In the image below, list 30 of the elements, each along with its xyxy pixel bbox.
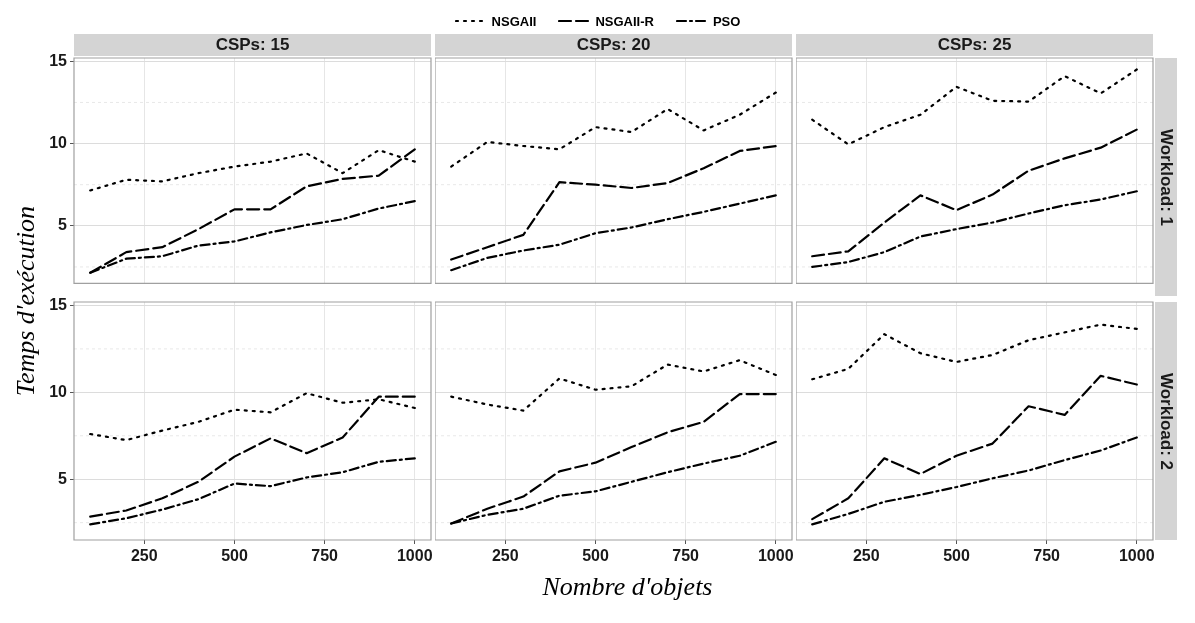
x-tick-label: 250	[852, 547, 880, 565]
chart-title: CSPs: 15	[215, 35, 290, 54]
legend-label: NSGAII	[491, 13, 537, 29]
x-tick-label: 500	[943, 547, 970, 565]
x-tick-label: 750	[1033, 547, 1061, 565]
x-tick-label: 250	[130, 547, 158, 565]
x-tick-label: 500	[582, 547, 609, 565]
y-tick-label: 5	[58, 469, 68, 487]
line-series	[89, 395, 416, 518]
x-tick-label: 1000	[757, 547, 794, 565]
y-tick-label: 5	[58, 216, 68, 234]
y-tick-label: 10	[49, 133, 68, 151]
chart-title: CSPs: 25	[937, 35, 1012, 54]
x-tick-label: 500	[221, 547, 248, 565]
x-tick-label: 750	[672, 547, 700, 565]
legend-label: PSO	[712, 13, 741, 29]
chart-title: CSPs: 20	[576, 35, 651, 54]
text: Workload: 1	[1157, 128, 1176, 226]
y-tick-label: 15	[49, 295, 68, 313]
y-axis-title: Temps d'exécution	[11, 205, 40, 397]
x-tick-label: 250	[491, 547, 519, 565]
y-tick-label: 15	[49, 51, 68, 69]
x-axis-title: Nombre d'objets	[542, 572, 713, 601]
legend-label: NSGAII-R	[595, 13, 654, 29]
y-tick-label: 10	[49, 382, 68, 400]
x-tick-label: 750	[311, 547, 339, 565]
text: Workload: 2	[1157, 372, 1176, 470]
line-series	[89, 457, 416, 526]
x-tick-label: 1000	[396, 547, 433, 565]
x-tick-label: 1000	[1118, 547, 1155, 565]
